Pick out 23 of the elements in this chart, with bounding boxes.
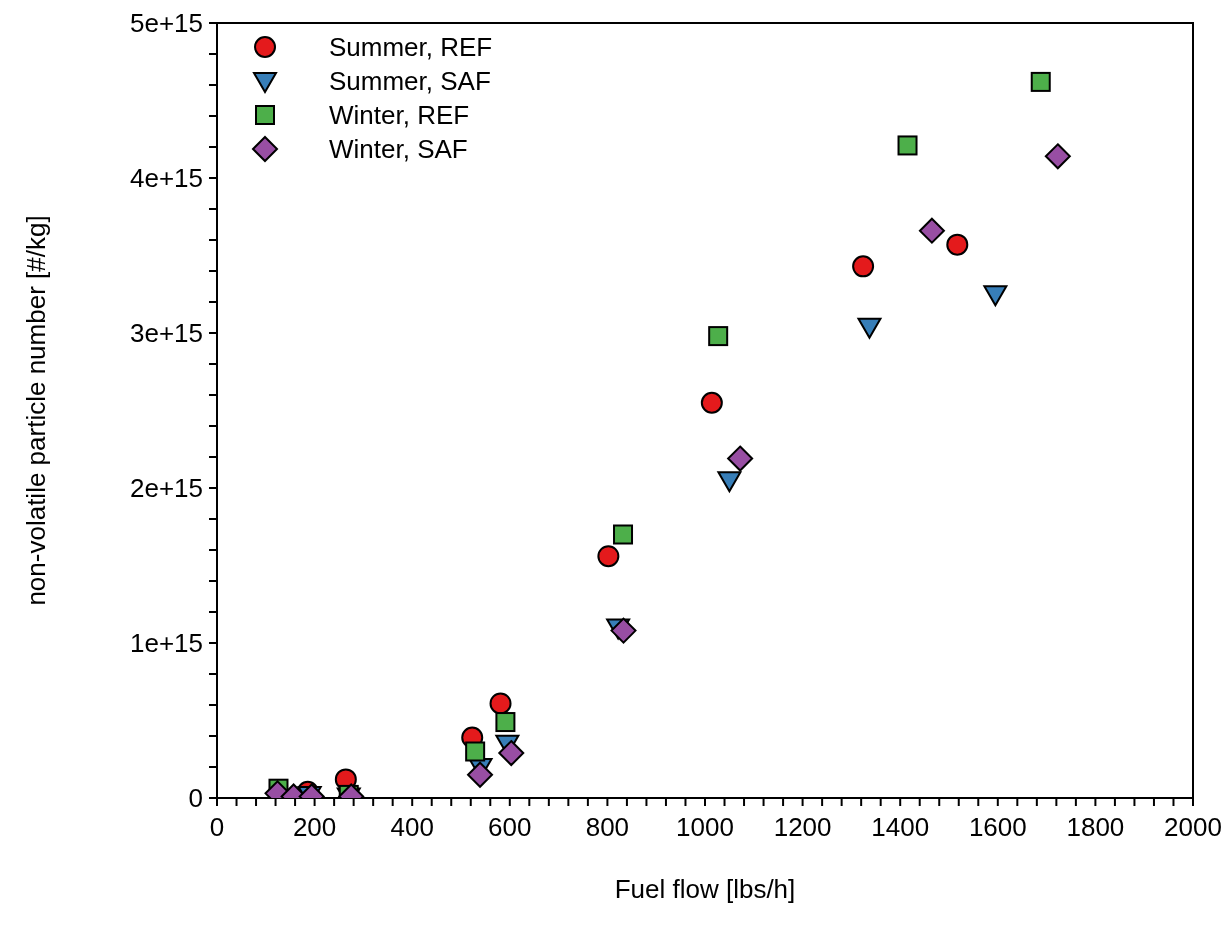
x-tick-label: 1200 [773,812,832,842]
x-tick-label: 600 [488,812,532,842]
x-tick-label: 800 [585,812,630,842]
x-tick-label: 200 [292,812,337,842]
x-tick-label: 1000 [676,812,734,842]
x-tick-label: 400 [390,812,434,842]
x-tick-label: 2000 [1164,812,1222,842]
y-tick-label: 1e+15 [129,628,203,658]
y-tick-label: 0 [188,783,203,813]
y-tick-label: 3e+15 [129,318,203,348]
y-tick-label: 2e+15 [129,473,203,503]
x-tick-label: 1600 [968,812,1027,842]
legend-label: Winter, REF [329,99,470,131]
y-tick-label: 5e+15 [129,8,203,38]
x-tick-label: 1800 [1066,812,1125,842]
x-tick-label: 0 [209,812,225,842]
legend-label: Summer, REF [329,31,493,63]
y-axis-title: non-volatile particle number [#/kg] [21,215,52,606]
legend-label: Winter, SAF [329,133,468,165]
x-axis-title: Fuel flow [lbs/h] [614,874,796,904]
legend-label: Summer, SAF [329,65,491,97]
x-tick-label: 1400 [871,812,930,842]
y-tick-label: 4e+15 [129,163,203,193]
